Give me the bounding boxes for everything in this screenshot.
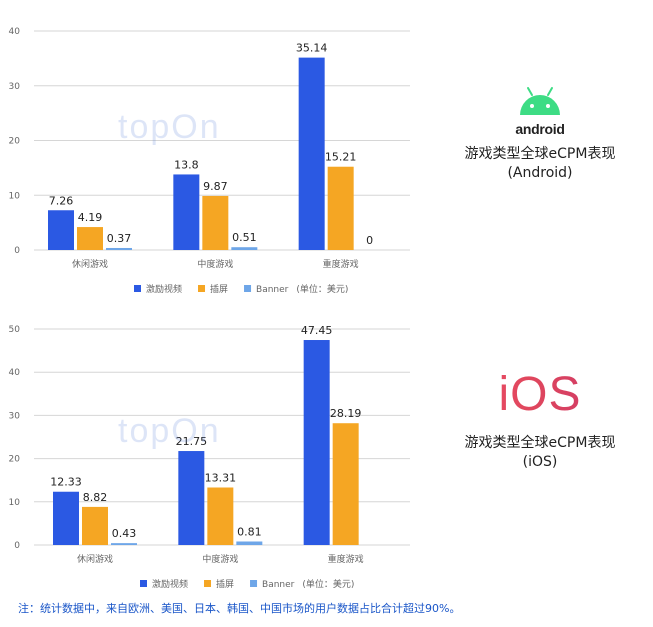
y-tick-label: 0 [14,541,20,551]
bar [298,57,325,250]
legend-swatch [204,580,212,587]
android-logo-icon: android [510,85,570,137]
x-category-label: 重度游戏 [323,258,359,270]
data-label: 0.37 [107,232,132,245]
android-caption-title: 游戏类型全球eCPM表现 [464,146,616,162]
legend-label: 插屏 [216,578,234,590]
data-label: 12.33 [50,476,82,489]
bar [48,210,74,250]
bar [231,247,258,250]
android-wordmark: android [515,121,565,137]
data-label: 7.26 [49,194,74,207]
bar [53,491,79,545]
y-tick-label: 10 [9,498,21,508]
y-tick-label: 10 [9,191,21,201]
android-caption-platform: (Android) [507,165,573,181]
bar [207,487,234,545]
data-label: 28.19 [330,407,362,420]
legend-label: 激励视频 [152,578,188,590]
bar [178,451,205,545]
data-label: 21.75 [176,435,208,448]
data-label: 47.45 [301,324,333,337]
ios-panel: iOS 游戏类型全球eCPM表现 (iOS) [440,370,640,472]
bar [77,227,103,250]
legend-swatch [140,580,147,587]
data-label: 35.14 [296,42,328,55]
legend-swatch [250,580,258,587]
x-category-label: 中度游戏 [197,258,233,270]
y-tick-label: 0 [14,246,20,256]
bar [303,340,330,545]
legend-label: 激励视频 [146,283,182,295]
legend-label: Banner [256,285,289,295]
bar [202,195,229,250]
ios-caption-platform: (iOS) [522,454,558,470]
x-category-label: 休闲游戏 [72,258,108,270]
bar [173,174,200,250]
data-label: 0.51 [232,231,257,244]
bar [82,506,108,545]
legend-swatch [134,285,141,292]
y-tick-label: 50 [9,325,21,335]
x-category-label: 重度游戏 [328,553,364,565]
legend-label: Banner [262,580,295,590]
data-label: 0 [366,234,373,247]
y-tick-label: 40 [9,368,21,378]
y-tick-label: 30 [9,411,21,421]
x-category-label: 中度游戏 [202,553,238,565]
data-label: 13.8 [174,158,199,171]
legend-unit: (单位：美元) [296,283,348,295]
android-ecpm-chart: 0 10 20 30 40 7.26 4.19 0.37 休闲游戏 13.8 9.87 0.51 中度游… [9,27,410,295]
legend-label: 插屏 [210,283,228,295]
y-tick-label: 20 [9,455,21,465]
watermark-logo: topOn [118,108,221,146]
y-tick-label: 30 [9,82,21,92]
legend-unit: (单位：美元) [302,578,354,590]
bar [111,543,137,545]
ios-caption-title: 游戏类型全球eCPM表现 [464,435,616,451]
legend-swatch [244,285,252,292]
data-label: 8.82 [83,491,108,504]
data-label: 0.81 [237,526,262,539]
y-tick-label: 40 [9,27,21,37]
x-category-label: 休闲游戏 [77,553,113,565]
data-label: 0.43 [112,527,137,540]
bar [106,247,132,250]
ios-logo-icon: iOS [440,370,640,420]
ios-ecpm-chart: 0 10 20 30 40 50 12.338.82 0.43 休闲游戏 21.75 13.31 0.… [9,324,410,590]
data-label: 9.87 [203,180,228,193]
data-label: 4.19 [78,211,103,224]
data-label: 13.31 [205,472,237,485]
legend-swatch [198,285,206,292]
bar [332,423,359,545]
watermark-logo: topOn [118,412,221,450]
y-tick-label: 20 [9,137,21,147]
bar [236,541,263,545]
android-panel: android 游戏类型全球eCPM表现 (Android) [440,85,640,183]
data-label: 15.21 [325,151,357,164]
bar [327,166,354,250]
footnote: 注：统计数据中，来自欧洲、美国、日本、韩国、中国市场的用户数据占比合计超过90%… [18,602,461,615]
